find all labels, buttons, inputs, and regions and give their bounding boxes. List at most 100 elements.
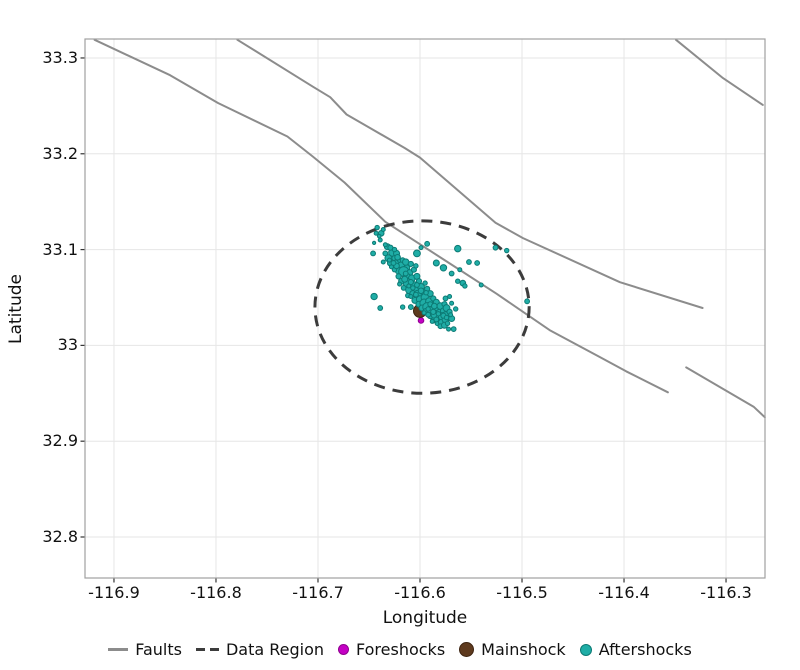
legend-item-aftershocks: Aftershocks	[579, 640, 692, 659]
foreshocks-legend-dot	[338, 644, 349, 655]
panel-border	[84, 38, 766, 579]
aftershock-point	[442, 295, 449, 302]
x-tick-label: -116.5	[496, 583, 548, 602]
aftershock-point	[418, 245, 424, 251]
aftershock-point	[425, 306, 431, 312]
aftershock-point	[433, 316, 440, 323]
aftershock-point	[413, 263, 419, 269]
aftershock-point	[439, 264, 448, 272]
y-tick-label: 33.1	[42, 239, 78, 259]
aftershock-point	[453, 306, 459, 312]
aftershock-point	[450, 326, 457, 332]
foreshock-point	[417, 317, 425, 324]
aftershock-point	[414, 282, 420, 288]
aftershock-point	[408, 294, 414, 300]
aftershock-point	[413, 249, 421, 258]
data-region-ellipse	[313, 219, 531, 395]
y-tick-label: 33	[57, 335, 78, 355]
aftershock-point	[373, 230, 379, 236]
y-tick-label: 33.2	[42, 143, 78, 163]
aftershock-point	[455, 278, 461, 284]
x-tick-label: -116.9	[88, 583, 140, 602]
aftershock-point	[430, 308, 437, 315]
aftershocks-legend-dot	[579, 643, 592, 656]
aftershock-point	[386, 257, 392, 263]
aftershock-point	[390, 260, 397, 266]
x-tick-label: -116.6	[394, 583, 446, 602]
legend-item-mainshock: Mainshock	[459, 640, 566, 659]
x-tick-label: -116.8	[190, 583, 242, 602]
aftershock-point	[447, 294, 453, 300]
y-tick-label: 32.8	[42, 526, 78, 546]
aftershock-point	[413, 291, 419, 298]
aftershock-point	[443, 314, 450, 321]
aftershock-point	[370, 292, 378, 301]
aftershock-point	[380, 226, 386, 232]
aftershock-point	[374, 224, 380, 231]
aftershock-point	[377, 237, 383, 243]
aftershock-point	[382, 242, 388, 248]
aftershock-point	[371, 240, 377, 245]
legend-label-mainshock: Mainshock	[481, 640, 566, 659]
aftershock-point	[448, 270, 455, 277]
aftershock-point	[395, 273, 402, 280]
x-tick-label: -116.7	[292, 583, 344, 602]
aftershock-point	[376, 233, 382, 239]
aftershock-point	[370, 250, 376, 257]
aftershock-point	[446, 326, 452, 332]
legend-label-aftershocks: Aftershocks	[598, 640, 692, 659]
aftershock-point	[448, 312, 454, 318]
aftershock-point	[377, 305, 384, 311]
aftershock-point	[417, 287, 425, 295]
fault-line	[685, 366, 766, 419]
aftershock-point	[432, 259, 440, 267]
aftershock-point	[429, 318, 435, 324]
x-axis-title: Longitude	[382, 608, 468, 628]
aftershock-point	[394, 253, 401, 261]
aftershock-point	[406, 283, 412, 289]
aftershock-point	[424, 240, 431, 247]
faults-legend-line	[108, 648, 129, 651]
y-tick-label: 32.9	[42, 431, 78, 451]
fault-line	[93, 38, 669, 394]
aftershock-point	[466, 259, 472, 265]
legend-label-faults: Faults	[135, 640, 182, 659]
legend: Faults Data Region Foreshocks Mainshock …	[0, 640, 800, 659]
aftershock-point	[422, 280, 428, 286]
aftershock-point	[430, 302, 438, 310]
aftershock-point	[478, 282, 484, 288]
aftershock-point	[410, 285, 416, 291]
fault-line	[675, 38, 764, 106]
aftershock-point	[402, 270, 409, 277]
aftershock-point	[457, 267, 463, 273]
legend-item-data-region: Data Region	[195, 640, 324, 659]
aftershock-point	[407, 260, 414, 268]
x-tick-label: -116.3	[700, 583, 752, 602]
aftershock-point	[449, 300, 455, 306]
legend-item-foreshocks: Foreshocks	[338, 640, 445, 659]
legend-label-data-region: Data Region	[225, 640, 324, 659]
aftershock-point	[401, 275, 409, 283]
legend-item-faults: Faults	[108, 640, 182, 659]
y-axis-title: Latitude	[6, 274, 26, 344]
fault-line	[236, 38, 704, 309]
aftershock-point	[421, 310, 427, 316]
aftershock-point	[425, 311, 432, 318]
aftershock-point	[380, 259, 386, 265]
aftershock-point	[423, 289, 429, 296]
aftershock-point	[407, 304, 414, 310]
aftershock-point	[444, 320, 451, 327]
aftershock-point	[399, 304, 406, 310]
aftershock-point	[454, 244, 462, 253]
aftershock-point	[397, 281, 403, 287]
legend-label-foreshocks: Foreshocks	[356, 640, 446, 659]
aftershock-point	[462, 283, 468, 289]
x-tick-label: -116.4	[598, 583, 650, 602]
aftershock-point	[504, 247, 510, 254]
y-tick-label: 33.3	[42, 47, 78, 67]
aftershock-point	[391, 246, 398, 253]
aftershock-point	[492, 244, 499, 251]
data-region-legend-dash	[195, 647, 219, 652]
